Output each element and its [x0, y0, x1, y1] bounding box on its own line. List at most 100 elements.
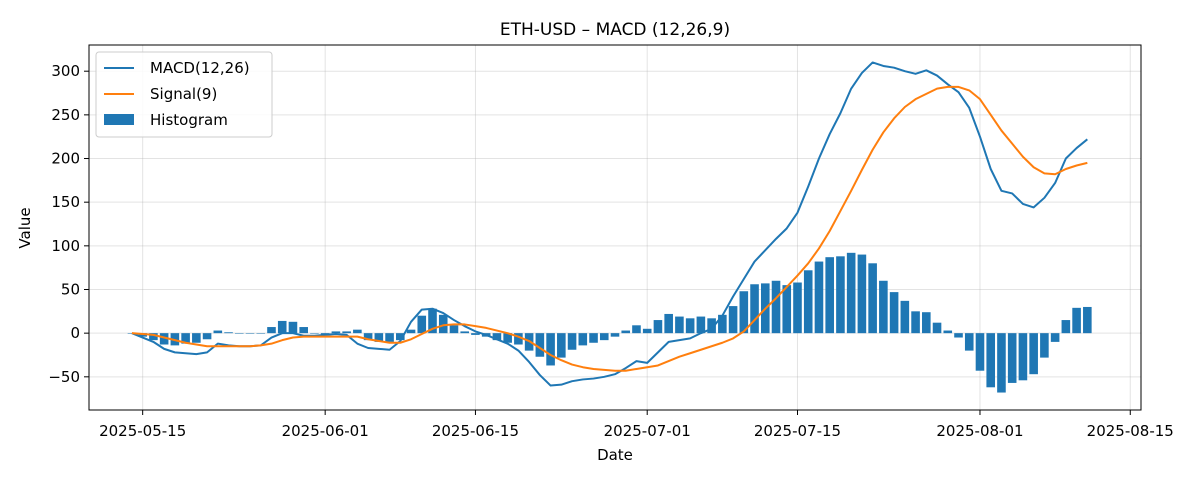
y-tick-label: 150 [51, 193, 80, 211]
histogram-bar [599, 333, 609, 341]
histogram-bar [1018, 333, 1028, 381]
x-axis-label: Date [597, 446, 633, 464]
histogram-bar [782, 285, 792, 334]
histogram-bar [310, 333, 319, 334]
histogram-bar [234, 333, 244, 334]
x-tick-label: 2025-07-15 [754, 422, 841, 440]
legend-box [95, 51, 273, 138]
histogram-bar [954, 333, 963, 338]
histogram-bars [127, 252, 1092, 393]
histogram-bar [836, 256, 845, 334]
y-axis-label: Value [16, 207, 34, 248]
histogram-bar [438, 314, 448, 334]
histogram-bar [997, 333, 1006, 393]
histogram-bar [911, 311, 920, 334]
histogram-bar [932, 322, 942, 334]
histogram-bar [825, 257, 834, 334]
x-tick-label: 2025-07-01 [604, 422, 691, 440]
histogram-bar [803, 270, 813, 334]
legend-swatch [104, 114, 134, 125]
histogram-bar [610, 333, 620, 337]
histogram-bar [181, 333, 190, 344]
histogram-bar [396, 333, 405, 341]
histogram-bar [900, 300, 910, 334]
legend-label: Signal(9) [150, 85, 217, 103]
x-tick-label: 2025-05-15 [99, 422, 186, 440]
histogram-bar [642, 328, 652, 334]
histogram-bar [868, 263, 877, 334]
histogram-bar [750, 284, 759, 334]
histogram-bar [363, 333, 373, 341]
histogram-bar [353, 329, 362, 334]
y-tick-label: 0 [70, 324, 80, 342]
histogram-bar [449, 325, 459, 334]
histogram-bar [578, 333, 588, 346]
histogram-bar [342, 331, 351, 334]
histogram-bar [793, 282, 802, 334]
histogram-bar [492, 333, 502, 341]
histogram-bar [557, 333, 566, 358]
x-tick-label: 2025-06-01 [282, 422, 369, 440]
y-tick-label: 200 [51, 150, 80, 168]
y-tick-label: 300 [51, 62, 80, 80]
histogram-bar [417, 315, 427, 334]
histogram-bar [503, 333, 512, 343]
chart-title: ETH-USD – MACD (12,26,9) [500, 20, 730, 40]
histogram-bar [535, 333, 545, 357]
histogram-bar [245, 333, 255, 334]
histogram-bar [589, 333, 598, 343]
y-tick-label: 250 [51, 106, 80, 124]
y-tick-label: 100 [51, 237, 80, 255]
histogram-bar [1007, 333, 1017, 383]
histogram-bar [277, 320, 287, 334]
histogram-bar [1072, 307, 1081, 334]
histogram-bar [964, 333, 974, 351]
x-tick-label: 2025-08-01 [936, 422, 1023, 440]
series-lines [131, 61, 1088, 387]
y-axis-ticks: −50 0 50 100 150 200 250 300 [48, 62, 89, 386]
histogram-bar [331, 331, 341, 334]
histogram-bar [879, 280, 888, 334]
histogram-bar [256, 333, 266, 334]
histogram-bar [514, 333, 523, 345]
x-tick-label: 2025-08-15 [1087, 422, 1174, 440]
histogram-bar [406, 329, 416, 334]
histogram-bar [664, 313, 673, 334]
histogram-bar [159, 333, 169, 345]
histogram-bar [685, 318, 695, 334]
legend-label: MACD(12,26) [150, 59, 250, 77]
histogram-bar [192, 333, 201, 343]
x-tick-label: 2025-06-15 [432, 422, 519, 440]
histogram-bar [1061, 320, 1071, 334]
histogram-bar [696, 316, 706, 334]
legend: MACD(12,26) Signal(9) Histogram [95, 51, 273, 138]
histogram-bar [857, 254, 867, 334]
histogram-bar [299, 327, 308, 334]
histogram-bar [428, 308, 437, 334]
histogram-bar [943, 330, 953, 334]
histogram-bar [374, 333, 384, 342]
histogram-bar [632, 325, 641, 334]
histogram-bar [1029, 333, 1038, 375]
histogram-bar [1040, 333, 1049, 358]
histogram-bar [718, 314, 727, 334]
histogram-bar [653, 320, 663, 334]
series-line [131, 85, 1088, 372]
histogram-bar [975, 333, 985, 371]
histogram-bar [1083, 306, 1092, 334]
legend-label: Histogram [150, 111, 228, 129]
histogram-bar [986, 333, 996, 388]
histogram-bar [267, 327, 276, 334]
histogram-bar [707, 318, 716, 334]
histogram-bar [224, 332, 233, 334]
histogram-bar [889, 292, 899, 334]
histogram-bar [460, 331, 470, 334]
series-line [131, 61, 1088, 387]
histogram-bar [567, 333, 577, 350]
histogram-bar [213, 330, 223, 334]
histogram-bar [675, 316, 684, 334]
histogram-bar [728, 306, 738, 334]
histogram-bar [814, 261, 824, 334]
histogram-bar [385, 333, 394, 342]
